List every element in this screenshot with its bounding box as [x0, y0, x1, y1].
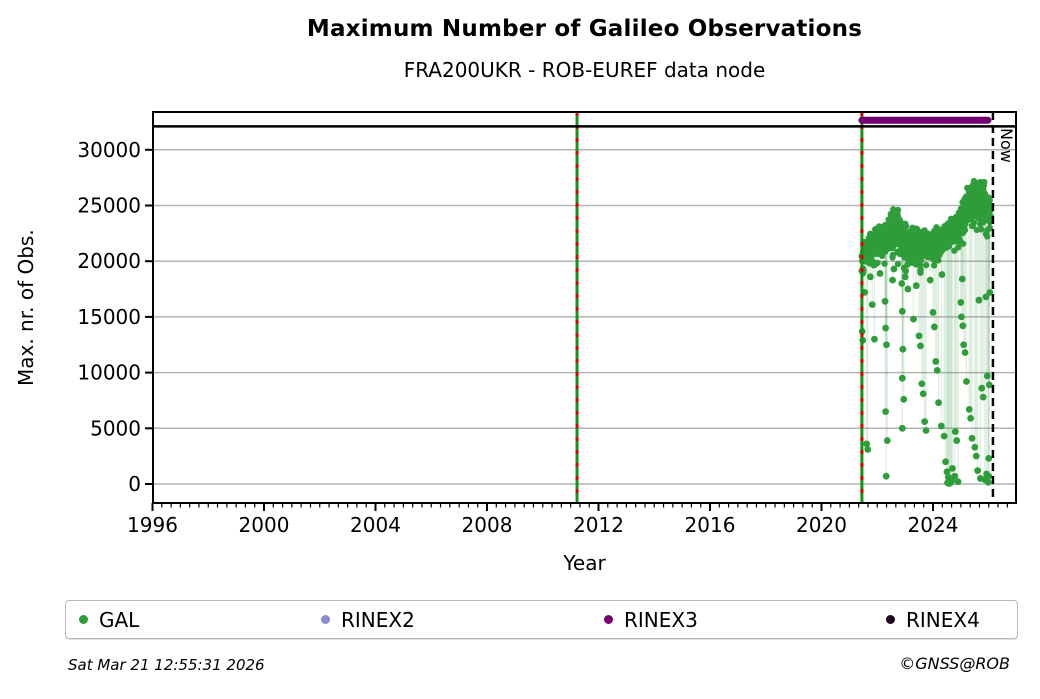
- chart-subtitle: FRA200UKR - ROB-EUREF data node: [403, 58, 766, 82]
- now-line-label: Now: [997, 128, 1016, 163]
- gal-marker-icon: [79, 615, 88, 624]
- svg-text:2012: 2012: [573, 513, 624, 537]
- svg-text:20000: 20000: [77, 249, 141, 273]
- svg-text:15000: 15000: [77, 305, 141, 329]
- legend-item-rinex2: RINEX2: [321, 601, 415, 638]
- plot-frame: [152, 111, 1017, 504]
- svg-text:30000: 30000: [77, 138, 141, 162]
- legend-item-rinex3: RINEX3: [604, 601, 698, 638]
- svg-text:10000: 10000: [77, 361, 141, 385]
- plot-canvas: 1996 2000 2004 2008 2012 2016 2020 2024 0 5000 100…: [77, 111, 1017, 537]
- legend-item-rinex4: RINEX4: [886, 601, 980, 638]
- legend: GAL RINEX2 RINEX3 RINEX4: [65, 600, 1018, 639]
- event-lines: [575, 112, 864, 503]
- svg-text:2000: 2000: [239, 513, 290, 537]
- rinex2-marker-icon: [321, 615, 330, 624]
- legend-label: RINEX2: [341, 607, 415, 632]
- svg-text:5000: 5000: [90, 416, 141, 440]
- tick-labels: 1996 2000 2004 2008 2012 2016 2020 2024 0 5000 100…: [77, 138, 958, 537]
- x-axis-label: Year: [563, 551, 606, 575]
- chart-title: Maximum Number of Galileo Observations: [306, 16, 863, 42]
- svg-text:2020: 2020: [796, 513, 847, 537]
- svg-text:0: 0: [128, 472, 141, 496]
- legend-item-gal: GAL: [79, 601, 139, 638]
- svg-text:2024: 2024: [908, 513, 959, 537]
- svg-text:2008: 2008: [462, 513, 513, 537]
- svg-text:2016: 2016: [685, 513, 736, 537]
- svg-text:25000: 25000: [77, 194, 141, 218]
- top-strip: [153, 116, 1016, 128]
- svg-text:2004: 2004: [350, 513, 401, 537]
- copyright-credit: ©GNSS@ROB: [899, 654, 1010, 673]
- svg-text:1996: 1996: [127, 513, 178, 537]
- gridlines: [153, 149, 1016, 485]
- plot-timestamp: Sat Mar 21 12:55:31 2026: [68, 656, 265, 674]
- rinex4-marker-icon: [886, 615, 895, 624]
- legend-label: RINEX3: [624, 607, 698, 632]
- legend-label: GAL: [99, 607, 140, 632]
- axis-ticks: [145, 148, 1008, 511]
- legend-label: RINEX4: [906, 607, 980, 632]
- rinex3-marker-icon: [604, 615, 613, 624]
